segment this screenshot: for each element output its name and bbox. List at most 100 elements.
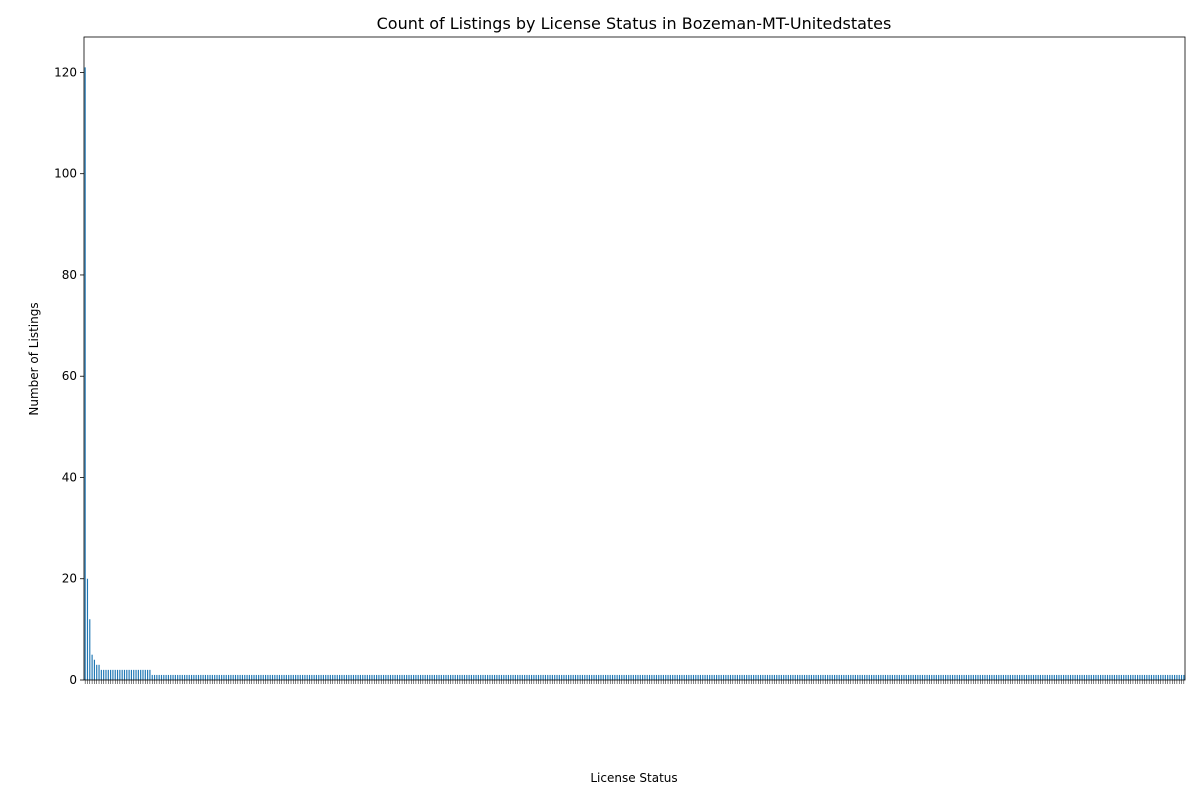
bar [306, 674, 308, 680]
bar [1180, 674, 1183, 680]
bar [327, 674, 329, 680]
bar [1009, 674, 1011, 680]
bar [100, 669, 102, 680]
bar [1134, 674, 1136, 680]
bar [688, 674, 690, 680]
bar [773, 674, 776, 680]
bar [933, 674, 935, 680]
bar [436, 674, 438, 680]
bar [1127, 674, 1129, 680]
bar [1056, 674, 1058, 680]
bar [239, 674, 241, 680]
bar [642, 674, 644, 680]
bar [889, 674, 891, 680]
bar [637, 674, 639, 680]
bar [366, 674, 368, 680]
bar [281, 674, 283, 680]
bar [207, 674, 209, 680]
bar [914, 674, 917, 680]
bar [302, 674, 304, 680]
bar [357, 674, 359, 680]
bar [1148, 674, 1150, 680]
bar [514, 674, 516, 680]
bar [517, 674, 519, 680]
bar [1150, 674, 1153, 680]
bar [463, 674, 466, 680]
bar [618, 674, 621, 680]
bar [313, 674, 315, 680]
bar [260, 674, 262, 680]
bar [399, 674, 401, 680]
bar [447, 674, 449, 680]
bar [1079, 674, 1081, 680]
bar [778, 674, 780, 680]
bar [285, 674, 287, 680]
bar [84, 67, 86, 680]
bar [283, 674, 285, 680]
bar [1141, 674, 1143, 680]
bar [385, 674, 387, 680]
bar [882, 674, 884, 680]
bar [382, 674, 385, 680]
bar [783, 674, 785, 680]
bar [1097, 674, 1099, 680]
bar [142, 669, 144, 680]
bar [440, 674, 442, 680]
bar [461, 674, 463, 680]
bar [1146, 674, 1148, 680]
bar [806, 674, 808, 680]
bar [910, 674, 912, 680]
bar [639, 674, 641, 680]
bar [917, 674, 919, 680]
bar [669, 674, 671, 680]
bar [958, 674, 961, 680]
bar [1030, 674, 1032, 680]
bar [264, 674, 267, 680]
bar [468, 674, 470, 680]
bar [755, 674, 757, 680]
bar [928, 674, 930, 680]
bar [505, 674, 507, 680]
bar [362, 674, 364, 680]
bar [725, 674, 727, 680]
bar [803, 674, 806, 680]
bar [433, 674, 436, 680]
bar [556, 674, 558, 680]
bar [1025, 674, 1028, 680]
bar [1157, 674, 1159, 680]
bar [1100, 674, 1102, 680]
bar [503, 674, 505, 680]
bar [542, 674, 544, 680]
bar [1035, 674, 1037, 680]
bar [676, 674, 678, 680]
bar [181, 674, 183, 680]
bar [413, 674, 415, 680]
bar [873, 674, 875, 680]
bar [864, 674, 866, 680]
bar [877, 674, 880, 680]
bar [216, 674, 218, 680]
bar [598, 674, 600, 680]
bar [570, 674, 572, 680]
bar [628, 674, 630, 680]
bar [419, 674, 422, 680]
bar [993, 674, 995, 680]
bar [871, 674, 873, 680]
bar [704, 674, 706, 680]
bar [887, 674, 889, 680]
bar [813, 674, 815, 680]
bar [1081, 674, 1083, 680]
bar [392, 674, 394, 680]
bar [982, 674, 984, 680]
bar [850, 674, 852, 680]
bar [827, 674, 829, 680]
bar [965, 674, 967, 680]
bar [579, 674, 581, 680]
bar [396, 674, 398, 680]
bar [843, 674, 845, 680]
bar [796, 674, 799, 680]
bar [202, 674, 204, 680]
bar [110, 669, 112, 680]
bar [533, 674, 535, 680]
bar [225, 674, 227, 680]
